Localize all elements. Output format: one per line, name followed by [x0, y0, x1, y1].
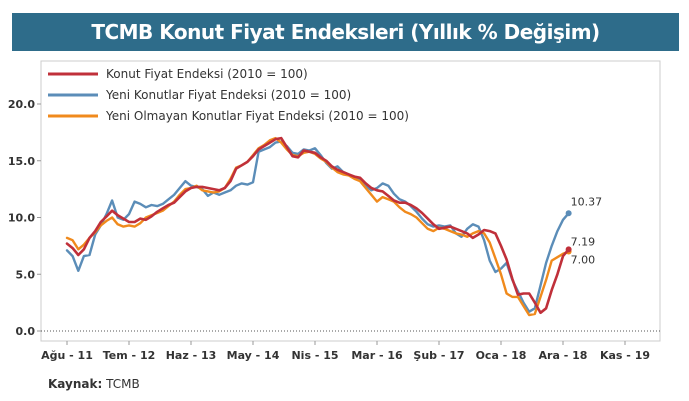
- x-tick-label: Oca - 18: [476, 349, 527, 362]
- series-line-konut: [65, 136, 570, 315]
- legend-label: Yeni Olmayan Konutlar Fiyat Endeksi (201…: [105, 109, 409, 123]
- end-value-label: 10.37: [571, 195, 603, 208]
- y-tick-label: 0.0: [16, 325, 36, 338]
- chart-title: TCMB Konut Fiyat Endeksleri (Yıllık % De…: [91, 20, 600, 44]
- source-value: TCMB: [106, 377, 140, 391]
- x-tick-label: Şub - 17: [413, 349, 464, 362]
- x-tick-label: Tem - 12: [103, 349, 156, 362]
- y-tick-label: 15.0: [8, 155, 35, 168]
- y-tick-label: 5.0: [16, 268, 36, 281]
- x-tick-label: Mar - 16: [351, 349, 403, 362]
- x-tick-label: May - 14: [227, 349, 280, 362]
- source-label: Kaynak:: [48, 377, 103, 391]
- series-line-konut-end-point: [565, 246, 572, 253]
- x-tick-label: Haz - 13: [166, 349, 217, 362]
- source-note: Kaynak: TCMB: [48, 377, 140, 391]
- end-value-label: 7.00: [571, 254, 596, 267]
- y-tick-label: 10.0: [8, 212, 35, 225]
- end-value-label: 7.19: [571, 235, 596, 248]
- series-line-yeni-konutlar: [65, 140, 570, 313]
- legend-label: Konut Fiyat Endeksi (2010 = 100): [106, 67, 308, 81]
- y-tick-label: 20.0: [8, 98, 35, 111]
- plot-frame: [40, 60, 661, 342]
- series-line-yeni-konutlar-end-point: [565, 210, 572, 217]
- series-line-yeni-olmayan: [65, 136, 570, 317]
- x-tick-label: Nis - 15: [291, 349, 338, 362]
- x-tick-label: Ağu - 11: [41, 349, 93, 362]
- x-tick-label: Kas - 19: [600, 349, 650, 362]
- chart-title-bar: TCMB Konut Fiyat Endeksleri (Yıllık % De…: [12, 13, 679, 51]
- x-tick-label: Ara - 18: [539, 349, 588, 362]
- legend-label: Yeni Konutlar Fiyat Endeksi (2010 = 100): [105, 88, 351, 102]
